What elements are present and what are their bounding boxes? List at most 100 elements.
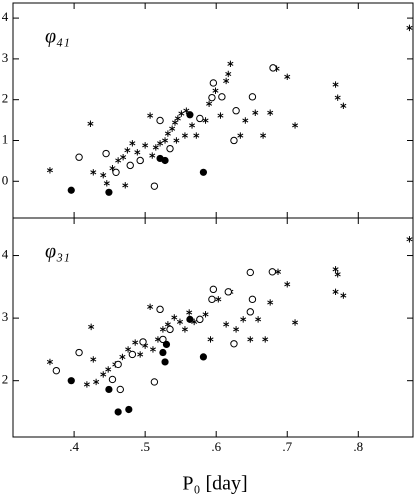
open-circle-point: [156, 116, 164, 125]
asterisk-point: [332, 266, 339, 273]
panel-label: φ₃₁: [45, 241, 70, 263]
open-circle-point: [209, 79, 218, 87]
open-circle-point: [112, 168, 120, 177]
asterisk-point: [174, 115, 181, 122]
asterisk-point: [334, 271, 341, 278]
open-circle-point: [156, 305, 164, 314]
asterisk-point: [87, 120, 94, 127]
y-tick-label: 4: [2, 9, 9, 24]
open-circle-point: [166, 144, 174, 153]
filled-circle-point: [105, 385, 113, 394]
open-circle-point: [52, 366, 61, 375]
filled-circle-point: [105, 188, 113, 196]
filled-circle-point: [162, 340, 171, 348]
filled-circle-point: [186, 111, 194, 119]
open-circle-point: [230, 136, 238, 145]
open-circle-point: [126, 161, 134, 170]
x-tick-label: .4: [69, 439, 79, 454]
asterisk-point: [132, 339, 139, 346]
asterisk-point: [169, 125, 176, 132]
asterisk-point: [233, 326, 240, 333]
open-circle-point: [114, 360, 122, 369]
asterisk-point: [284, 281, 291, 288]
open-circle-point: [75, 348, 83, 357]
x-tick-label: .6: [211, 439, 221, 454]
open-circle-point: [159, 335, 167, 344]
x-tick-label: .8: [353, 439, 363, 454]
asterisk-point: [240, 316, 247, 323]
asterisk-point: [100, 371, 107, 378]
asterisk-point: [178, 110, 185, 117]
open-circle-point: [209, 285, 218, 294]
asterisk-point: [162, 137, 169, 144]
asterisk-point: [242, 117, 249, 124]
asterisk-point: [225, 70, 232, 78]
asterisk-point: [262, 336, 269, 343]
open-circle-point: [246, 268, 255, 277]
asterisk-point: [115, 157, 122, 164]
asterisk-point: [147, 112, 154, 119]
asterisk-point: [255, 316, 262, 323]
asterisk-point: [223, 77, 230, 85]
asterisk-point: [202, 117, 209, 124]
filled-circle-point: [67, 377, 75, 385]
asterisk-point: [152, 144, 159, 151]
asterisk-point: [260, 132, 267, 139]
asterisk-point: [134, 149, 141, 156]
asterisk-point: [406, 236, 413, 243]
asterisk-point: [149, 152, 156, 159]
filled-circle-point: [125, 405, 133, 414]
asterisk-point: [292, 319, 299, 326]
open-circle-point: [136, 156, 144, 165]
asterisk-point: [100, 171, 107, 179]
asterisk-point: [129, 140, 136, 147]
asterisk-point: [149, 346, 156, 353]
x-tick-label: .5: [140, 439, 150, 454]
asterisk-point: [215, 296, 222, 303]
open-circle-point: [108, 375, 117, 384]
y-tick-label: 3: [2, 50, 9, 65]
open-circle-point: [248, 295, 257, 304]
open-circle-point: [102, 149, 110, 158]
y-tick-label: 2: [2, 91, 9, 106]
y-tick-label: 3: [2, 309, 9, 324]
asterisk-point: [252, 109, 259, 116]
asterisk-point: [181, 132, 188, 139]
asterisk-point: [267, 109, 274, 116]
y-tick-label: 4: [2, 247, 9, 262]
asterisk-point: [124, 147, 131, 154]
asterisk-point: [340, 292, 347, 299]
asterisk-point: [193, 132, 200, 139]
open-circle-point: [230, 340, 238, 348]
asterisk-point: [227, 60, 234, 67]
open-circle-point: [150, 378, 159, 386]
open-circle-point: [246, 308, 255, 316]
asterisk-point: [340, 102, 347, 110]
open-circle-point: [208, 93, 216, 102]
open-circle-point: [166, 325, 174, 334]
asterisk-point: [207, 336, 214, 343]
y-tick-label: 2: [2, 372, 9, 387]
asterisk-point: [181, 326, 188, 333]
open-circle-point: [196, 315, 204, 324]
asterisk-point: [122, 182, 129, 189]
open-circle-point: [116, 385, 124, 394]
asterisk-point: [176, 318, 183, 326]
asterisk-point: [171, 314, 178, 321]
asterisk-point: [217, 112, 224, 119]
asterisk-point: [292, 122, 299, 129]
open-circle-point: [150, 182, 159, 190]
filled-circle-point: [199, 168, 208, 176]
asterisk-point: [274, 268, 282, 276]
plot-frame: [12, 217, 414, 438]
asterisk-point: [105, 366, 112, 373]
asterisk-point: [157, 140, 164, 147]
asterisk-point: [247, 336, 254, 343]
open-circle-point: [75, 153, 83, 161]
asterisk-point: [93, 378, 100, 386]
filled-circle-point: [161, 358, 169, 366]
asterisk-point: [186, 309, 193, 316]
asterisk-point: [120, 154, 127, 161]
asterisk-point: [164, 130, 171, 137]
